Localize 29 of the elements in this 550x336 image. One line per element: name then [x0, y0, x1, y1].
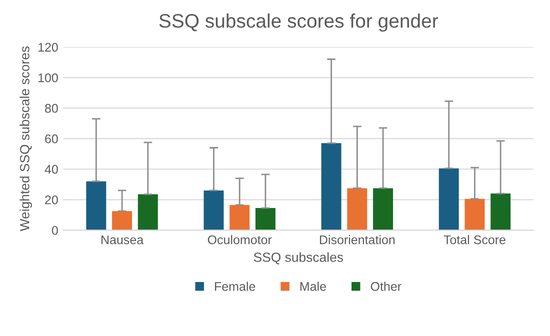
bar: [438, 168, 459, 230]
legend-label: Male: [300, 282, 326, 291]
y-tick-label: 20: [45, 195, 58, 204]
bar: [86, 181, 106, 230]
bar: [464, 198, 485, 230]
y-tick-label: 60: [45, 134, 58, 144]
y-tick-label: 100: [38, 73, 58, 82]
y-tick-label: 80: [45, 104, 58, 113]
x-axis-title: SSQ subscales: [254, 252, 343, 264]
x-tick-label: Total Score: [444, 235, 506, 244]
legend-label: Female: [215, 282, 256, 291]
bar: [347, 188, 368, 230]
x-tick-label: Oculomotor: [208, 235, 272, 244]
bar: [230, 204, 250, 230]
bar: [373, 188, 394, 230]
y-tick-label: 40: [44, 164, 58, 174]
legend-label: Other: [370, 282, 402, 291]
bar: [138, 194, 158, 230]
x-tick-label: Disorientation: [320, 235, 395, 244]
bar: [112, 211, 132, 230]
y-axis-title: Weighted SSQ subscale scores: [20, 46, 32, 232]
bar: [490, 194, 511, 230]
bar: [255, 208, 276, 230]
bar: [321, 143, 342, 230]
chart-title: SSQ subscale scores for gender: [159, 14, 438, 32]
bar: [204, 190, 224, 230]
y-tick-label: 120: [38, 42, 58, 52]
x-tick-label: Nausea: [102, 235, 144, 244]
y-tick-label: 0: [52, 226, 58, 235]
